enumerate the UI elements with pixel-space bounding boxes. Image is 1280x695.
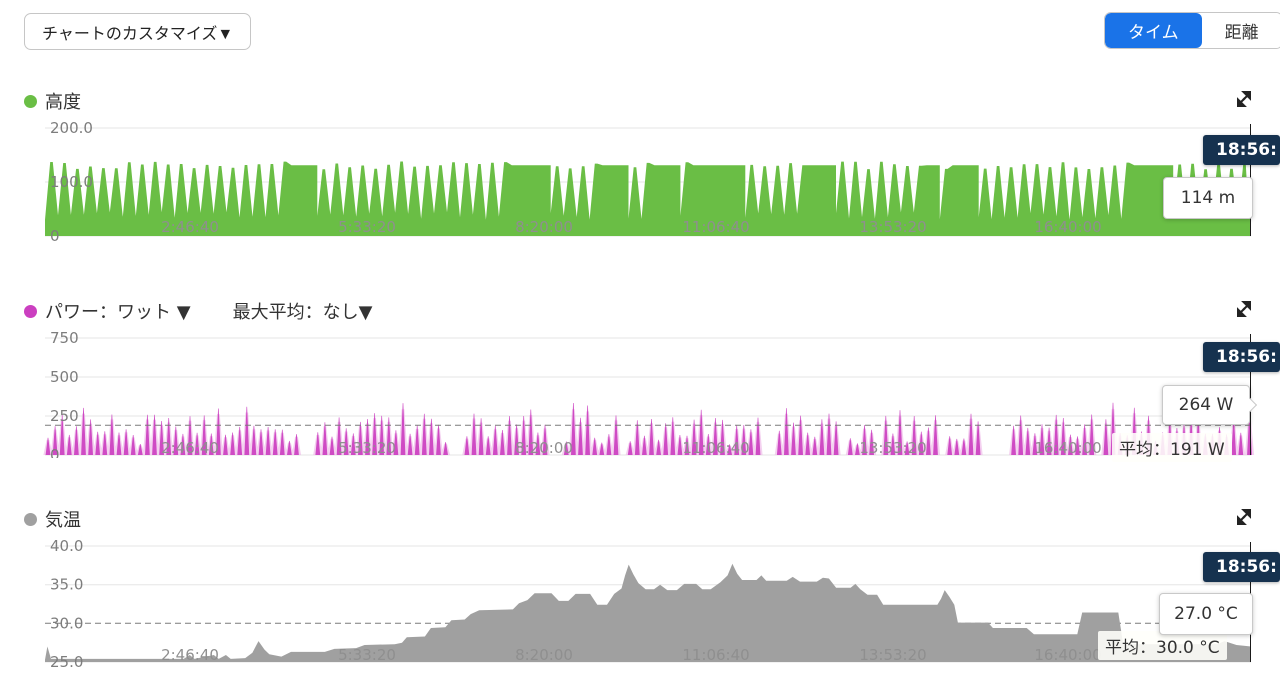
x-tick-label: 16:40:00 (1034, 439, 1101, 457)
power-value-tooltip: 264 W (1162, 385, 1258, 425)
elevation-value-tooltip: 114 m (1163, 177, 1253, 219)
x-tick-label: 16:40:00 (1034, 218, 1101, 236)
power-chart-svg[interactable]: 750 500 250 0 2:46:40 5:33:20 8:20:00 11:06:40 1… (0, 328, 1280, 458)
temperature-plot-area[interactable]: 40.0 35.0 30.0 25.0 2:46:40 5:33:20 8:20:00 11:… (0, 536, 1280, 668)
y-tick-label: 250 (50, 407, 79, 425)
x-tick-label: 5:33:20 (338, 439, 396, 457)
elevation-chart-section: 高度 200.0 100.0 0 2:46:40 5:33:20 8:20:00 11:06… (0, 88, 1280, 248)
x-tick-label: 2:46:40 (161, 218, 219, 236)
temperature-title: 気温 (45, 510, 81, 531)
x-tick-label: 2:46:40 (161, 646, 219, 664)
y-tick-label: 750 (50, 329, 79, 347)
temperature-average-label: 平均：30.0 °C (1098, 631, 1227, 660)
customize-chart-button[interactable]: チャートのカスタマイズ▼ (24, 13, 252, 50)
time-distance-toggle: タイム 距離 (1104, 12, 1280, 49)
elevation-series (45, 161, 1251, 236)
y-tick-label: 25.0 (50, 653, 83, 668)
power-value-text: 264 W (1178, 395, 1234, 415)
temperature-legend-dot (24, 512, 37, 526)
elevation-legend-dot (24, 94, 37, 108)
y-tick-label: 100.0 (50, 173, 93, 191)
expand-icon[interactable] (1234, 89, 1254, 109)
x-tick-label: 13:53:20 (859, 218, 926, 236)
temperature-series (45, 563, 1251, 662)
x-tick-label: 11:06:40 (682, 439, 749, 457)
power-plot-area[interactable]: 750 500 250 0 2:46:40 5:33:20 8:20:00 11:06:40 1… (0, 328, 1280, 458)
x-tick-label: 5:33:20 (338, 646, 396, 664)
tab-time[interactable]: タイム (1105, 13, 1202, 48)
tab-distance[interactable]: 距離 (1201, 13, 1280, 48)
temperature-header: 気温 (0, 506, 1280, 532)
x-tick-label: 5:33:20 (338, 218, 396, 236)
x-tick-label: 11:06:40 (682, 218, 749, 236)
power-average-label: 平均：191 W (1112, 433, 1232, 462)
time-cursor-flag: 18:56: (1203, 135, 1280, 165)
power-maxavg-dropdown[interactable]: 最大平均：なし▼ (232, 302, 373, 323)
power-chart-section: パワー：ワット ▼ 最大平均：なし▼ 750 500 250 0 2:46:40 5:33… (0, 298, 1280, 464)
elevation-plot-area[interactable]: 200.0 100.0 0 2:46:40 5:33:20 8:20:00 11:06:40… (0, 118, 1280, 242)
power-series (45, 402, 1252, 455)
x-tick-label: 16:40:00 (1034, 646, 1101, 664)
x-tick-label: 2:46:40 (161, 439, 219, 457)
x-tick-label: 11:06:40 (682, 646, 749, 664)
power-header: パワー：ワット ▼ 最大平均：なし▼ (0, 298, 1280, 324)
power-legend-dot (24, 304, 37, 318)
time-cursor-flag: 18:56: (1203, 342, 1280, 372)
x-tick-label: 13:53:20 (859, 646, 926, 664)
x-tick-label: 8:20:00 (515, 439, 573, 457)
temperature-chart-svg[interactable]: 40.0 35.0 30.0 25.0 2:46:40 5:33:20 8:20:00 11:… (0, 536, 1280, 668)
temperature-chart-section: 気温 40.0 35.0 30.0 25.0 2:46:40 5:33:20 8:20:00… (0, 506, 1280, 674)
y-tick-label: 200.0 (50, 119, 93, 137)
x-tick-label: 13:53:20 (859, 439, 926, 457)
expand-icon[interactable] (1234, 507, 1254, 527)
elevation-chart-svg[interactable]: 200.0 100.0 0 2:46:40 5:33:20 8:20:00 11:06:40… (0, 118, 1280, 242)
x-tick-label: 8:20:00 (515, 646, 573, 664)
power-metric-dropdown[interactable]: パワー：ワット ▼ (45, 302, 191, 323)
y-tick-label: 40.0 (50, 537, 83, 555)
y-tick-label: 30.0 (50, 614, 83, 632)
y-tick-label: 500 (50, 368, 79, 386)
elevation-title: 高度 (45, 92, 81, 113)
temperature-value-tooltip: 27.0 °C (1159, 593, 1253, 635)
expand-icon[interactable] (1234, 299, 1254, 319)
time-cursor-flag: 18:56: (1203, 552, 1280, 582)
x-tick-label: 8:20:00 (515, 218, 573, 236)
y-tick-label: 0 (50, 227, 60, 242)
elevation-header: 高度 (0, 88, 1280, 114)
y-tick-label: 35.0 (50, 576, 83, 594)
y-tick-label: 0 (50, 446, 60, 458)
